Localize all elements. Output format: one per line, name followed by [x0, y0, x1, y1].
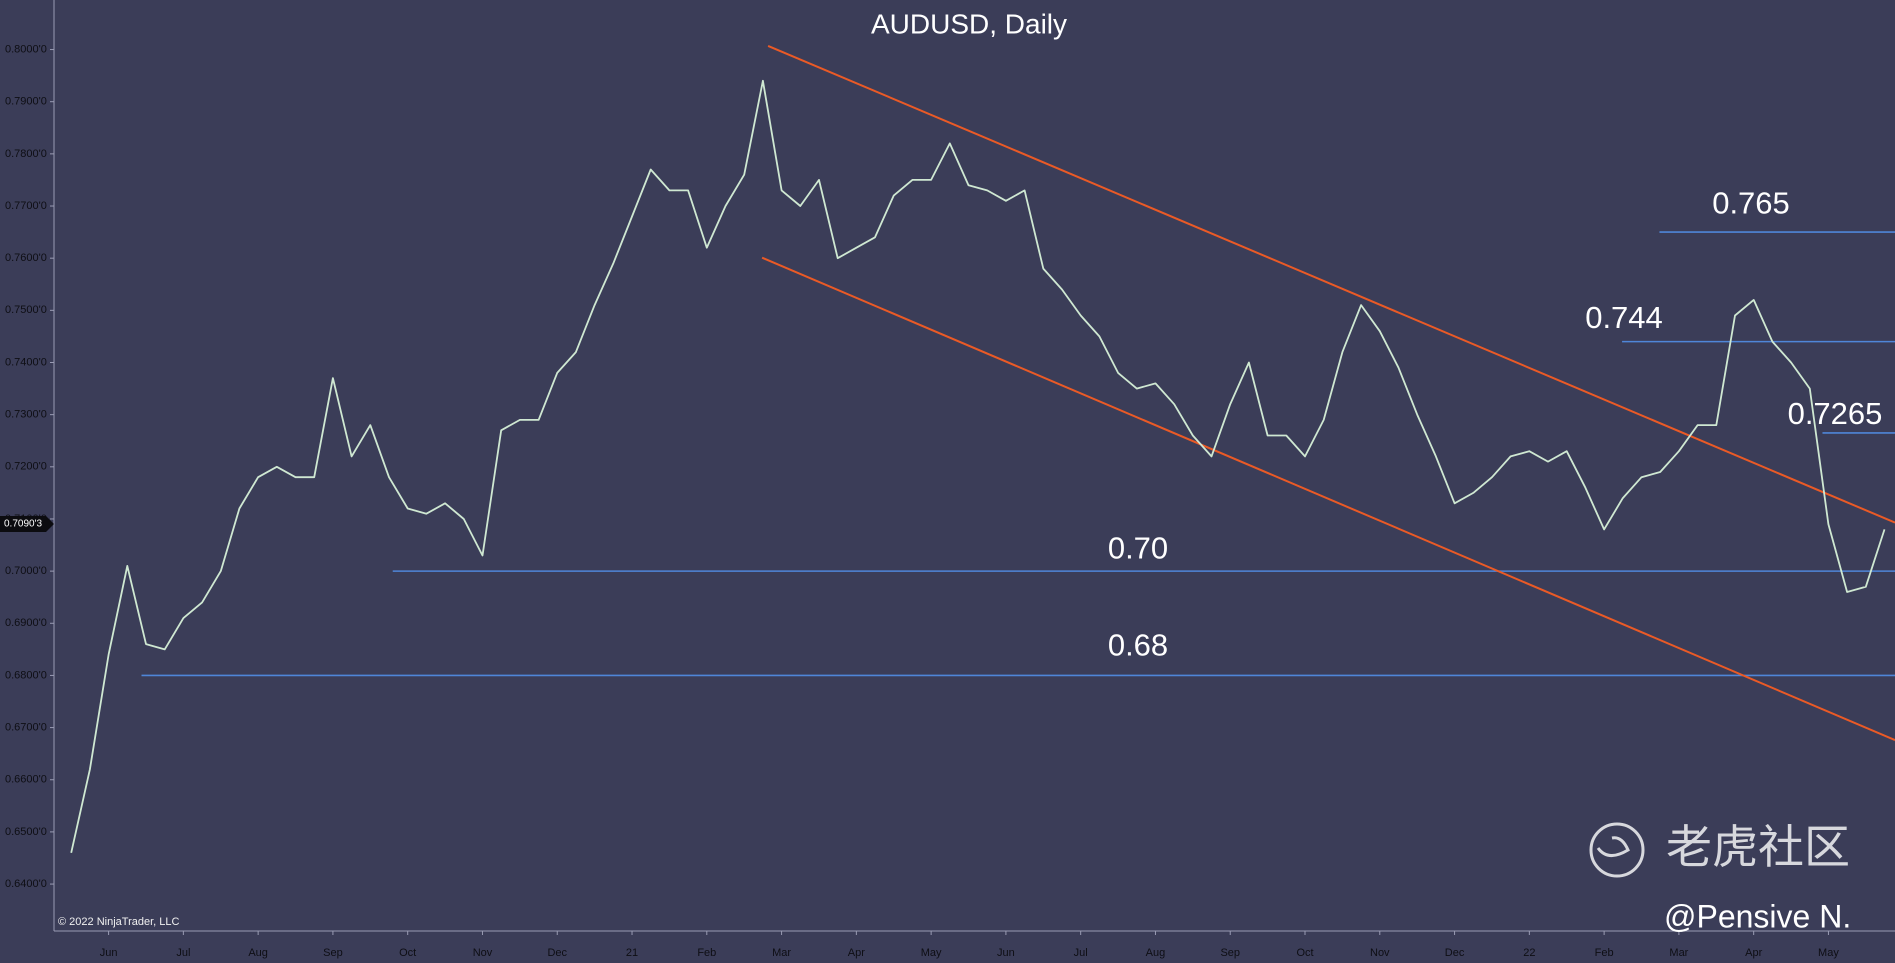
y-tick-label: 0.6500'0: [5, 826, 47, 838]
x-tick-label: May: [921, 947, 942, 959]
author: @Pensive N.: [1664, 898, 1851, 934]
level-label: 0.7265: [1788, 396, 1883, 431]
x-tick-label: Apr: [1745, 947, 1762, 959]
x-tick-label: Aug: [248, 947, 268, 959]
y-tick-label: 0.7400'0: [5, 356, 47, 368]
y-tick-label: 0.6900'0: [5, 617, 47, 629]
y-tick-label: 0.7800'0: [5, 148, 47, 160]
x-tick-label: Feb: [1595, 947, 1614, 959]
x-tick-label: Aug: [1146, 947, 1166, 959]
x-tick-label: Sep: [1220, 947, 1240, 959]
x-tick-label: Feb: [697, 947, 716, 959]
x-tick-label: Nov: [473, 947, 493, 959]
icon-ring: [1589, 822, 1645, 878]
x-tick-label: 21: [626, 947, 638, 959]
x-tick-label: Mar: [1669, 947, 1688, 959]
x-tick-label: May: [1818, 947, 1839, 959]
y-tick-label: 0.7600'0: [5, 252, 47, 264]
x-tick-label: Mar: [772, 947, 791, 959]
trend-line: [767, 44, 1895, 524]
watermark: 老虎社区: [1666, 821, 1850, 873]
level-label: 0.70: [1108, 530, 1168, 565]
x-tick-label: Jun: [100, 947, 118, 959]
y-tick-label: 0.7700'0: [5, 200, 47, 212]
watermark-icon: [1589, 822, 1645, 878]
y-tick-label: 0.6700'0: [5, 721, 47, 733]
x-tick-label: Dec: [547, 947, 567, 959]
x-tick-label: Apr: [848, 947, 865, 959]
y-tick-label: 0.6800'0: [5, 669, 47, 681]
x-tick-label: Jun: [997, 947, 1015, 959]
level-label: 0.744: [1585, 300, 1663, 335]
level-label: 0.765: [1712, 185, 1790, 220]
level-label: 0.68: [1108, 628, 1168, 663]
y-tick-label: 0.8000'0: [5, 43, 47, 55]
x-tick-label: Sep: [323, 947, 343, 959]
x-tick-label: Nov: [1370, 947, 1390, 959]
y-tick-label: 0.7000'0: [5, 565, 47, 577]
y-tick-label: 0.7900'0: [5, 96, 47, 108]
y-tick-label: 0.6600'0: [5, 774, 47, 786]
last-price-tag: [0, 516, 54, 533]
chart-title: AUDUSD, Daily: [871, 8, 1067, 39]
x-tick-label: Oct: [1296, 947, 1313, 959]
x-tick-label: Jul: [176, 947, 190, 959]
y-tick-label: 0.6400'0: [5, 878, 47, 890]
x-tick-label: Dec: [1445, 947, 1465, 959]
copyright: © 2022 NinjaTrader, LLC: [58, 916, 179, 928]
y-tick-label: 0.7200'0: [5, 461, 47, 473]
x-tick-label: Jul: [1074, 947, 1088, 959]
x-tick-label: 22: [1523, 947, 1535, 959]
y-tick-label: 0.7500'0: [5, 304, 47, 316]
trend-line: [761, 256, 1895, 742]
y-tick-label: 0.7300'0: [5, 409, 47, 421]
price-line: [70, 79, 1886, 853]
icon-mark: [1596, 836, 1630, 857]
last-price-label: 0.7090'3: [4, 519, 42, 530]
x-tick-label: Oct: [399, 947, 416, 959]
